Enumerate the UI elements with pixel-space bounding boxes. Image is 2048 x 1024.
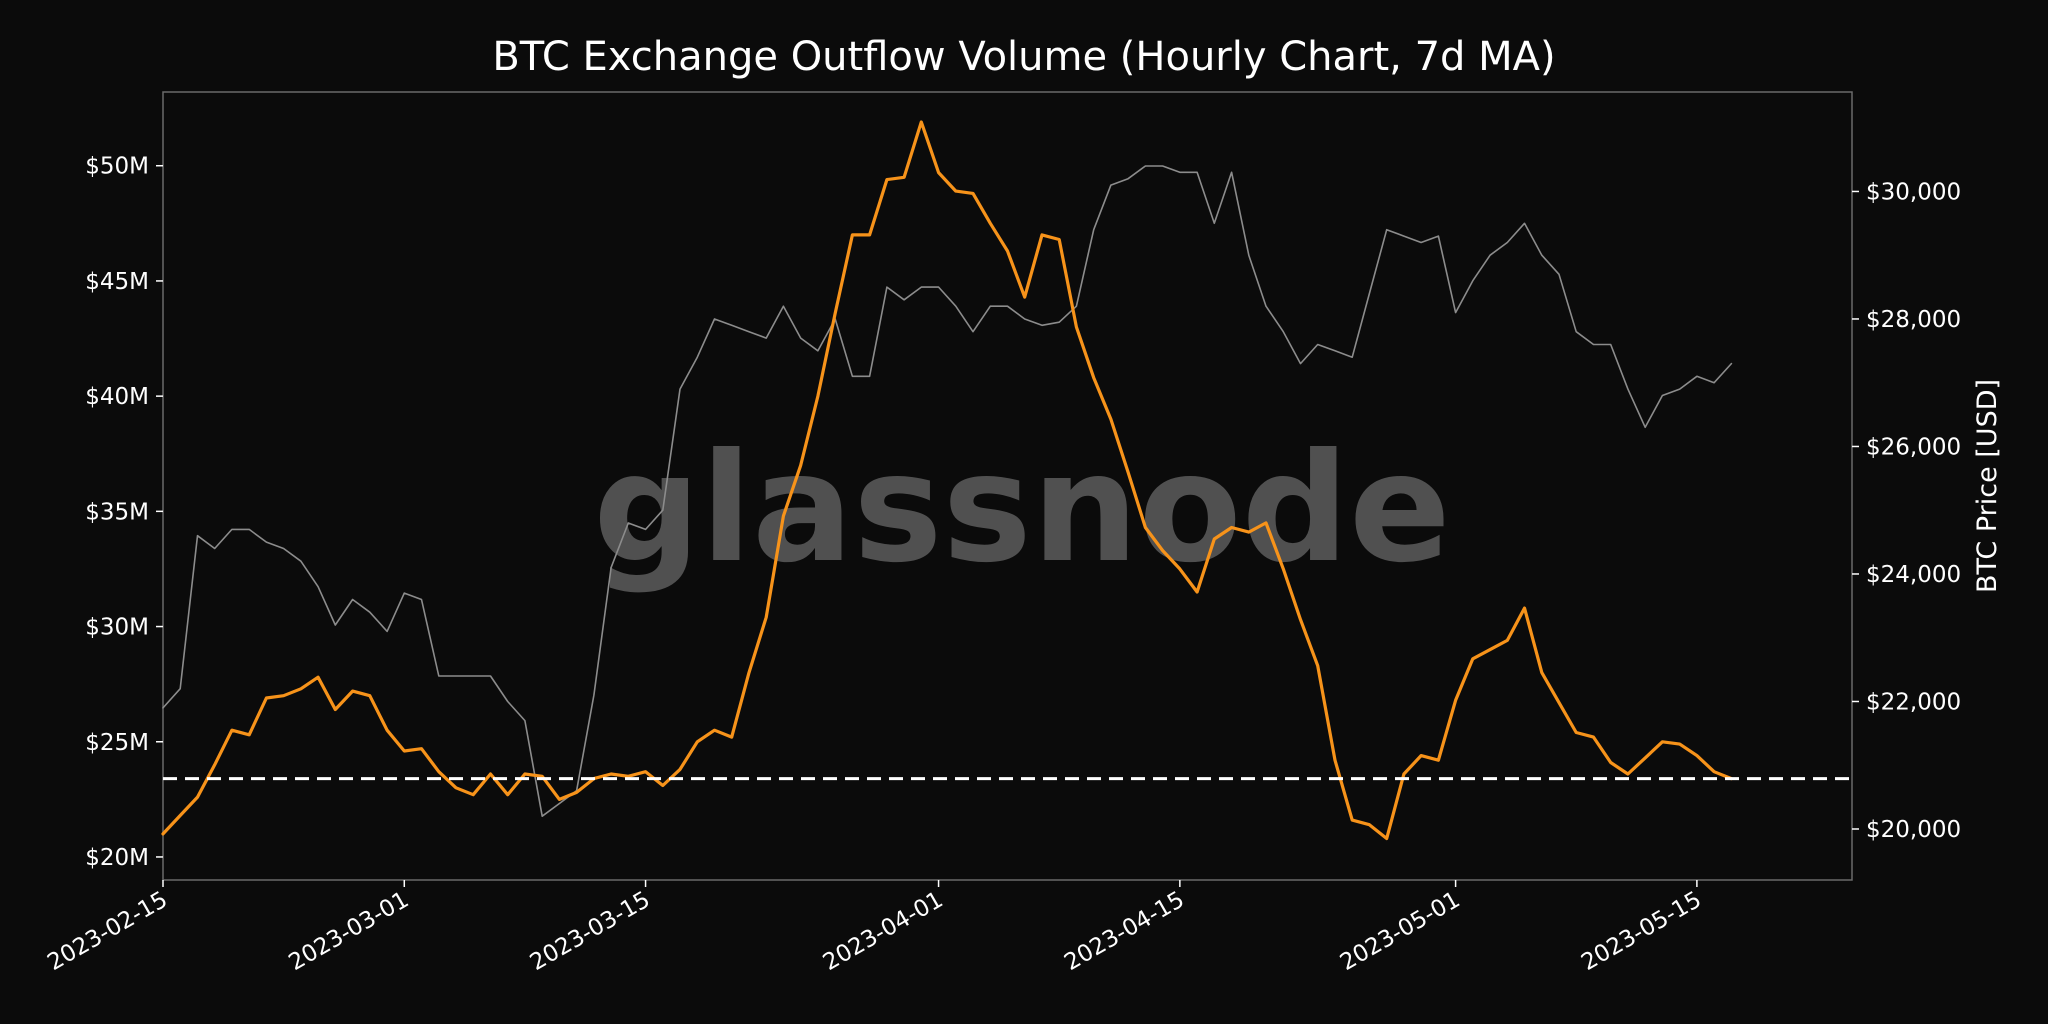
watermark: glassnode — [593, 422, 1451, 596]
right-tick-label: $30,000 — [1866, 179, 1961, 205]
right-axis-label: BTC Price [USD] — [1972, 379, 2003, 593]
plot-area — [162, 91, 1853, 881]
left-tick-label: $25M — [85, 730, 149, 756]
right-tick-label: $22,000 — [1866, 689, 1961, 715]
left-tick-label: $35M — [85, 499, 149, 525]
right-tick-label: $26,000 — [1866, 434, 1961, 460]
left-tick-label: $45M — [85, 269, 149, 295]
right-tick-label: $24,000 — [1866, 562, 1961, 588]
right-tick-label: $28,000 — [1866, 307, 1961, 333]
left-tick-label: $20M — [85, 845, 149, 871]
left-tick-label: $40M — [85, 384, 149, 410]
left-tick-label: $50M — [85, 154, 149, 180]
right-tick-label: $20,000 — [1866, 817, 1961, 843]
chart-title: BTC Exchange Outflow Volume (Hourly Char… — [492, 34, 1555, 80]
btc-price-line — [162, 165, 1733, 818]
left-tick-label: $30M — [85, 615, 149, 641]
outflow-volume-line — [161, 120, 1734, 841]
